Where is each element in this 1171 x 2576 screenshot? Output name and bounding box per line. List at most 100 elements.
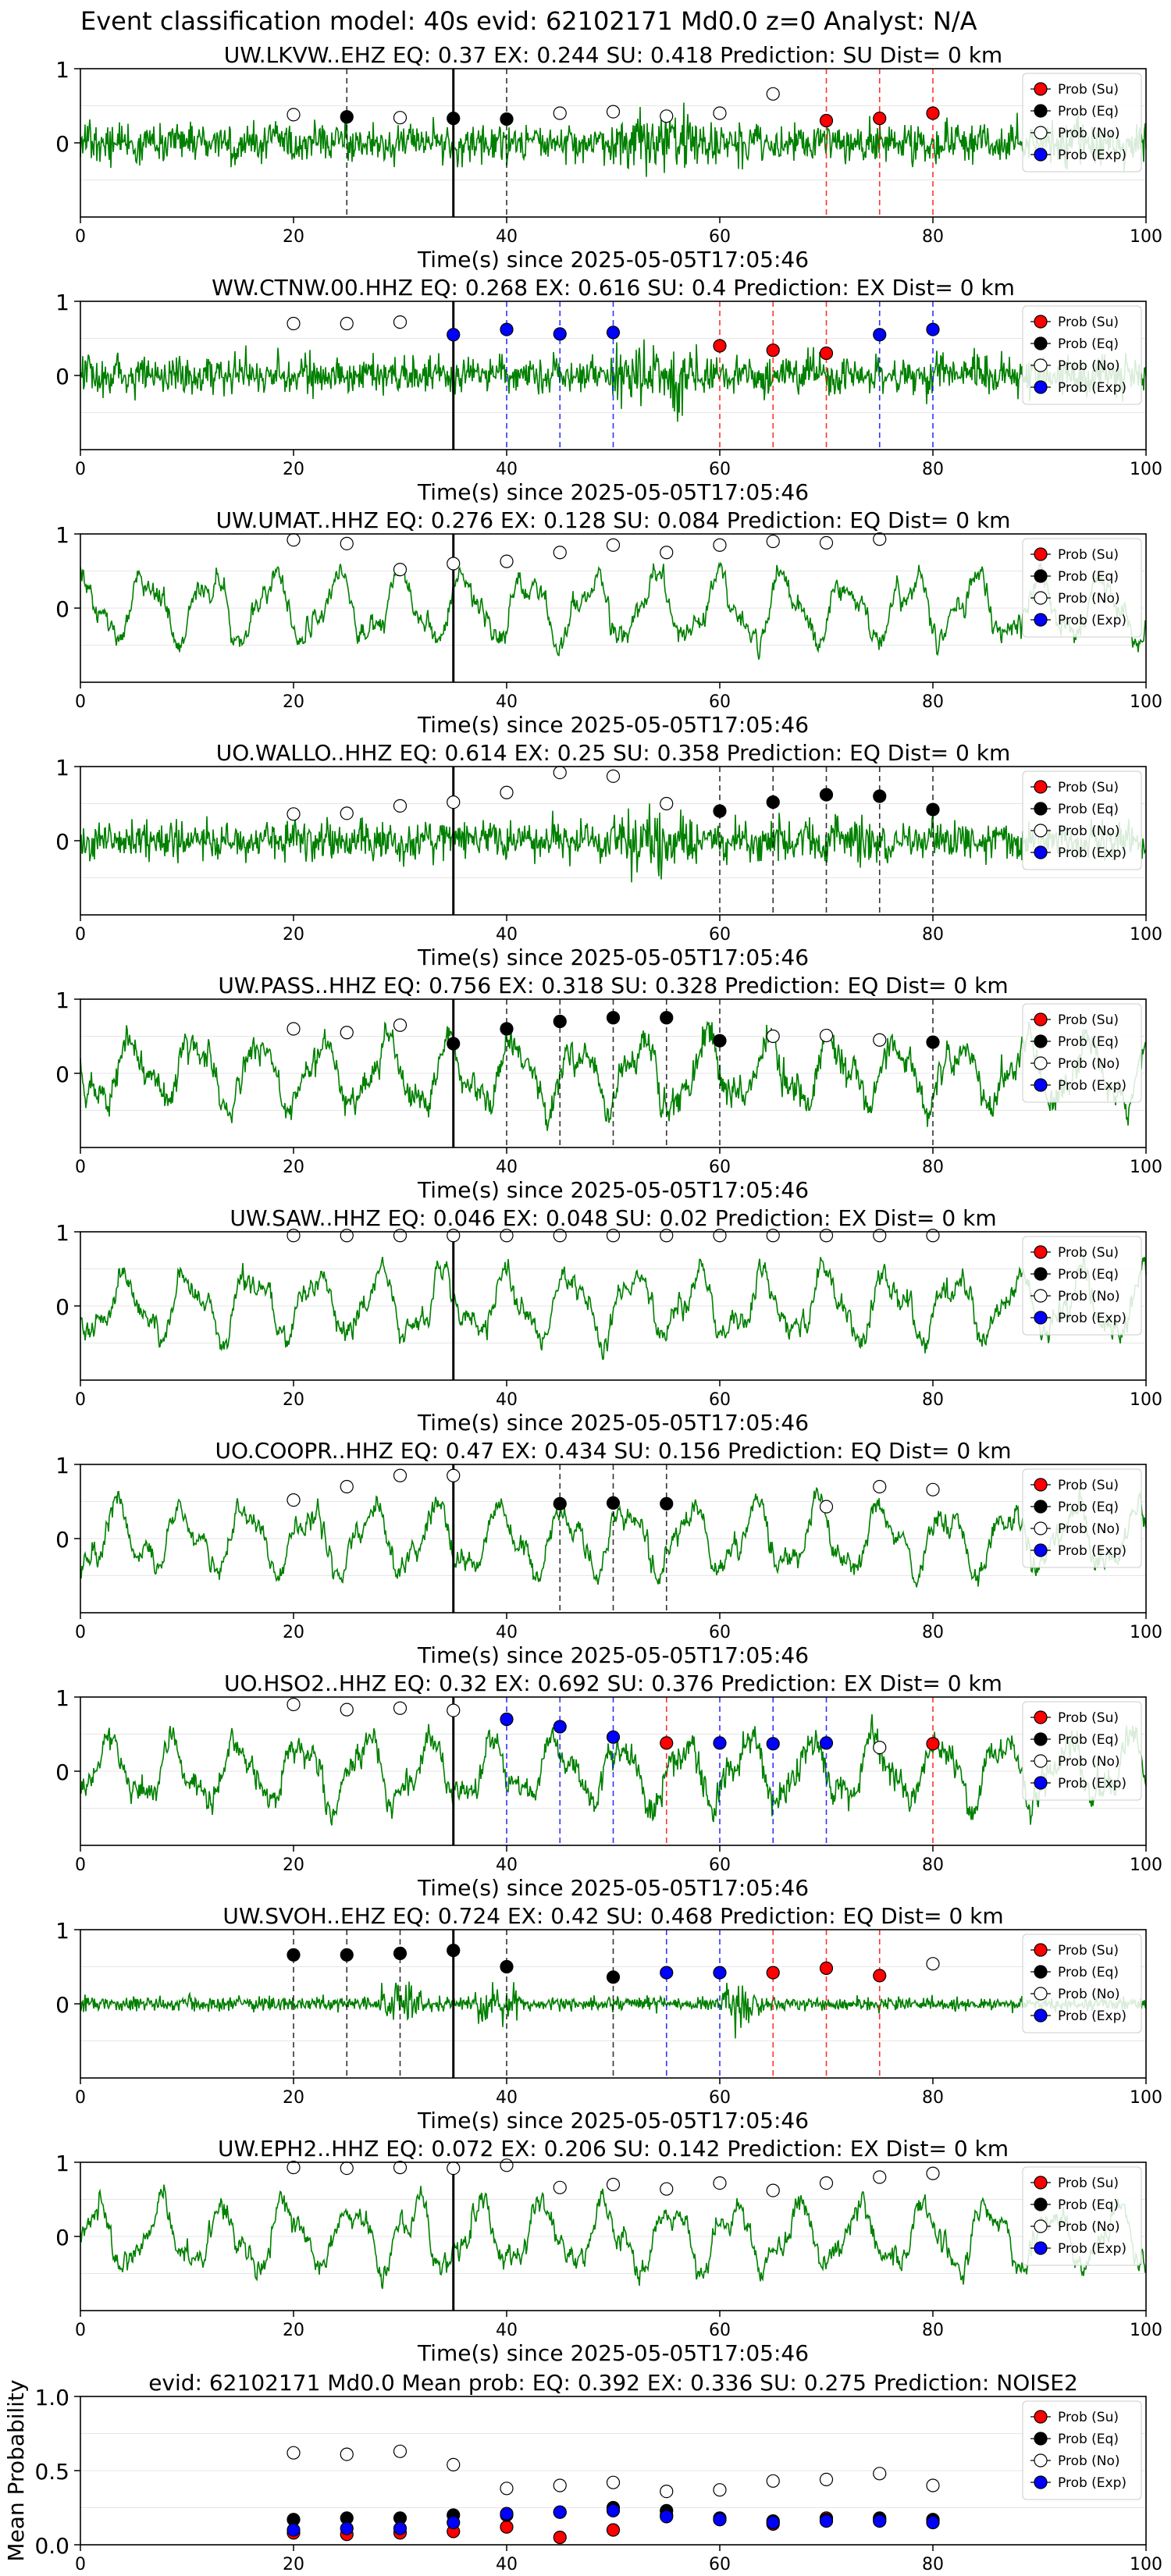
prob-marker-no[interactable] — [393, 799, 408, 813]
mean-prob-point-no[interactable] — [287, 2446, 301, 2460]
prob-marker-no[interactable] — [873, 1033, 887, 1047]
mean-prob-point-su[interactable] — [606, 2523, 621, 2537]
mean-prob-point-no[interactable] — [340, 2447, 354, 2461]
prob-marker-no[interactable] — [553, 546, 567, 560]
prob-marker-no[interactable] — [606, 2177, 621, 2192]
prob-marker-no[interactable] — [393, 1018, 408, 1032]
prob-marker-no[interactable] — [660, 1229, 674, 1243]
prob-marker-no[interactable] — [393, 2161, 408, 2175]
prob-marker-eq[interactable] — [553, 1014, 567, 1029]
prob-marker-eq[interactable] — [287, 1948, 301, 1962]
prob-marker-eq[interactable] — [606, 1970, 621, 1984]
prob-marker-eq[interactable] — [660, 1011, 674, 1025]
prob-marker-eq[interactable] — [500, 112, 514, 126]
prob-marker-no[interactable] — [873, 1229, 887, 1243]
prob-marker-no[interactable] — [393, 315, 408, 329]
mean-prob-point-su[interactable] — [500, 2520, 514, 2534]
prob-marker-no[interactable] — [287, 1697, 301, 1712]
prob-marker-exp[interactable] — [553, 1720, 567, 1734]
prob-marker-exp[interactable] — [926, 322, 940, 336]
prob-marker-exp[interactable] — [553, 327, 567, 341]
prob-marker-no[interactable] — [340, 1703, 354, 1717]
prob-marker-no[interactable] — [447, 1703, 461, 1717]
prob-marker-su[interactable] — [819, 113, 834, 128]
prob-marker-eq[interactable] — [660, 1496, 674, 1510]
mean-prob-point-exp[interactable] — [873, 2514, 887, 2528]
prob-marker-eq[interactable] — [713, 804, 727, 818]
prob-marker-no[interactable] — [553, 2180, 567, 2194]
mean-prob-point-exp[interactable] — [819, 2514, 834, 2528]
prob-marker-no[interactable] — [606, 105, 621, 119]
prob-marker-no[interactable] — [340, 316, 354, 331]
prob-marker-eq[interactable] — [819, 788, 834, 802]
prob-marker-eq[interactable] — [766, 795, 780, 809]
prob-marker-eq[interactable] — [606, 1011, 621, 1025]
prob-marker-eq[interactable] — [447, 1944, 461, 1958]
prob-marker-no[interactable] — [660, 796, 674, 811]
prob-marker-no[interactable] — [447, 2161, 461, 2176]
mean-prob-point-exp[interactable] — [926, 2515, 940, 2530]
prob-marker-no[interactable] — [393, 111, 408, 125]
prob-marker-no[interactable] — [713, 1229, 727, 1243]
prob-marker-no[interactable] — [606, 769, 621, 783]
prob-marker-exp[interactable] — [606, 1730, 621, 1744]
prob-marker-no[interactable] — [500, 785, 514, 799]
mean-prob-point-no[interactable] — [766, 2474, 780, 2488]
prob-marker-no[interactable] — [819, 1229, 834, 1243]
prob-marker-su[interactable] — [873, 1969, 887, 1983]
prob-marker-no[interactable] — [340, 2161, 354, 2176]
prob-marker-no[interactable] — [393, 1468, 408, 1482]
mean-prob-point-no[interactable] — [500, 2482, 514, 2496]
prob-marker-eq[interactable] — [926, 1035, 940, 1049]
prob-marker-no[interactable] — [766, 534, 780, 549]
prob-marker-no[interactable] — [340, 536, 354, 550]
prob-marker-no[interactable] — [553, 765, 567, 780]
mean-prob-point-no[interactable] — [447, 2457, 461, 2471]
prob-marker-no[interactable] — [873, 1479, 887, 1494]
prob-marker-eq[interactable] — [553, 1496, 567, 1510]
prob-marker-eq[interactable] — [447, 112, 461, 126]
prob-marker-no[interactable] — [287, 807, 301, 821]
prob-marker-exp[interactable] — [606, 326, 621, 340]
prob-marker-no[interactable] — [287, 1022, 301, 1036]
prob-marker-no[interactable] — [500, 2158, 514, 2172]
prob-marker-no[interactable] — [926, 1957, 940, 1971]
prob-marker-no[interactable] — [606, 538, 621, 552]
prob-marker-no[interactable] — [287, 108, 301, 122]
prob-marker-exp[interactable] — [660, 1966, 674, 1980]
prob-marker-eq[interactable] — [713, 1034, 727, 1048]
prob-marker-no[interactable] — [660, 109, 674, 123]
prob-marker-no[interactable] — [873, 532, 887, 546]
prob-marker-eq[interactable] — [393, 1946, 408, 1960]
prob-marker-su[interactable] — [766, 1966, 780, 1980]
prob-marker-no[interactable] — [713, 2176, 727, 2190]
prob-marker-eq[interactable] — [447, 1037, 461, 1051]
prob-marker-eq[interactable] — [500, 1022, 514, 1036]
prob-marker-no[interactable] — [766, 2183, 780, 2197]
prob-marker-no[interactable] — [606, 1229, 621, 1243]
prob-marker-exp[interactable] — [713, 1736, 727, 1750]
prob-marker-no[interactable] — [819, 2176, 834, 2190]
mean-prob-point-exp[interactable] — [340, 2521, 354, 2535]
prob-marker-su[interactable] — [713, 339, 727, 353]
prob-marker-no[interactable] — [340, 1479, 354, 1494]
prob-marker-no[interactable] — [766, 87, 780, 101]
prob-marker-no[interactable] — [287, 532, 301, 547]
mean-prob-point-no[interactable] — [606, 2475, 621, 2489]
mean-prob-point-no[interactable] — [393, 2444, 408, 2458]
prob-marker-su[interactable] — [926, 106, 940, 120]
prob-marker-su[interactable] — [766, 343, 780, 358]
prob-marker-exp[interactable] — [713, 1966, 727, 1980]
prob-marker-no[interactable] — [660, 546, 674, 560]
prob-marker-exp[interactable] — [500, 1712, 514, 1727]
prob-marker-no[interactable] — [819, 1028, 834, 1043]
prob-marker-eq[interactable] — [873, 789, 887, 803]
prob-marker-no[interactable] — [287, 1493, 301, 1507]
mean-prob-point-exp[interactable] — [553, 2505, 567, 2519]
prob-marker-no[interactable] — [393, 562, 408, 577]
prob-marker-no[interactable] — [340, 1229, 354, 1243]
prob-marker-eq[interactable] — [606, 1496, 621, 1510]
prob-marker-eq[interactable] — [340, 1948, 354, 1962]
prob-marker-no[interactable] — [766, 1029, 780, 1044]
prob-marker-no[interactable] — [287, 316, 301, 331]
